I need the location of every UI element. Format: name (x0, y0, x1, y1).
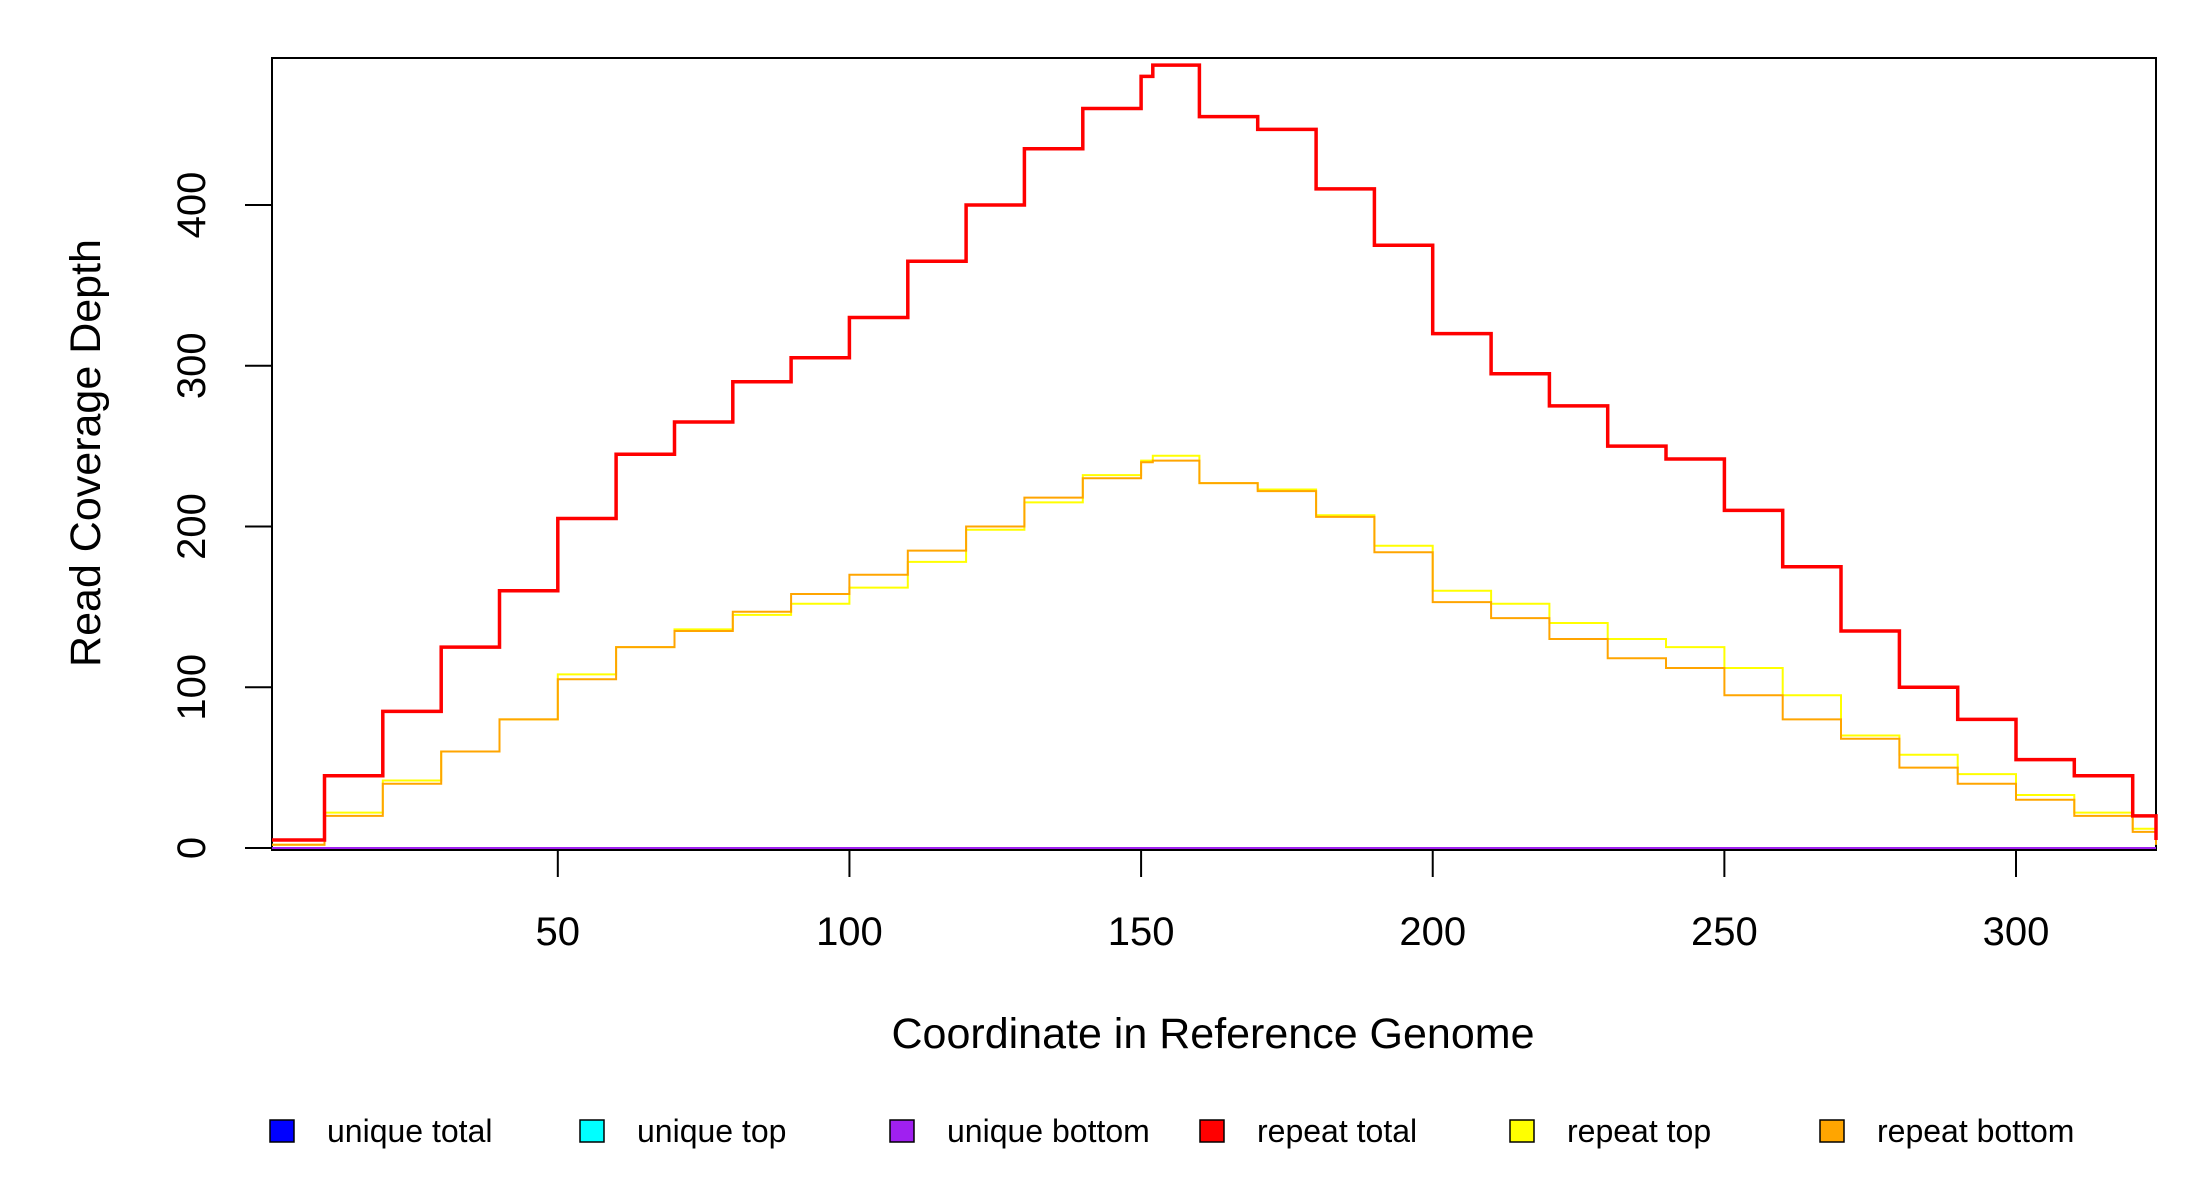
x-tick-label: 100 (816, 910, 883, 954)
legend-swatch (1819, 1119, 1845, 1143)
x-tick-label: 200 (1399, 910, 1466, 954)
y-tick-label: 200 (170, 493, 214, 560)
series-line-repeat-total (272, 63, 2158, 842)
y-axis-label: Read Coverage Depth (62, 239, 110, 667)
legend-label: unique top (637, 1113, 786, 1149)
y-tick-label: 0 (170, 837, 214, 859)
y-tick-label: 300 (170, 332, 214, 399)
y-tick-label: 400 (170, 172, 214, 239)
legend-swatch (579, 1119, 605, 1143)
x-tick-label: 150 (1108, 910, 1175, 954)
legend-label: unique total (327, 1113, 492, 1149)
y-tick-label: 100 (170, 654, 214, 721)
x-tick-label: 50 (536, 910, 581, 954)
legend-swatch (1199, 1119, 1225, 1143)
series-line-repeat-top (272, 454, 2157, 846)
legend-label: repeat total (1257, 1113, 1417, 1149)
legend-label: repeat top (1567, 1113, 1711, 1149)
legend-label: unique bottom (947, 1113, 1150, 1149)
legend: unique total unique top unique bottom repea… (269, 1113, 2074, 1149)
legend-label: repeat bottom (1877, 1113, 2074, 1149)
legend-swatch (1509, 1119, 1535, 1143)
legend-swatch (889, 1119, 915, 1143)
legend-swatch (269, 1119, 295, 1143)
x-tick-label: 300 (1983, 910, 2050, 954)
plot-frame (271, 57, 2157, 851)
x-tick-label: 250 (1691, 910, 1758, 954)
x-axis-label: Coordinate in Reference Genome (892, 1010, 1535, 1058)
series-line-repeat-bottom (272, 459, 2157, 846)
